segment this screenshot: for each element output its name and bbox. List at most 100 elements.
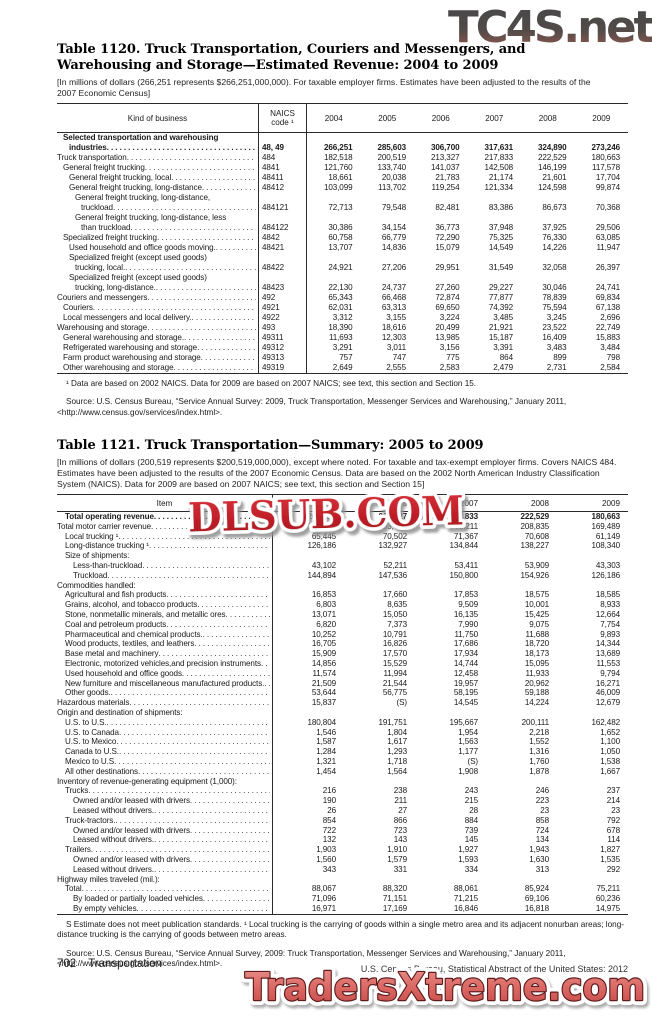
value-cell [361,213,415,223]
value-cell: 146,199 [537,163,567,172]
dot-leader [82,884,270,894]
value-cell: 21,174 [488,173,513,182]
dot-leader [136,581,270,591]
row-label-text: Local messengers and local delivery. [63,313,192,322]
value-cell [575,273,629,283]
table-row: Base metal and machinery 15,909 17,570 1… [57,649,628,660]
value-cell: 19,957 [453,678,478,688]
value-cell: 65,445 [311,531,336,541]
row-label: Grains, alcohol, and tobacco products [57,600,273,611]
value-cell [344,875,415,885]
value-cell: 217,833 [484,153,513,162]
value-cell: 72,874 [435,293,460,302]
value-cell: 1,804 [387,727,407,737]
table-1120-section: Table 1120. Truck Transportation, Courie… [57,42,628,418]
value-cell: 132 [322,835,336,845]
row-label: Total motor carrier revenue [57,521,273,532]
value-cell: 16,818 [524,903,549,913]
value-cell [415,875,486,885]
value-cell [521,133,575,143]
value-cell: 14,224 [524,698,549,708]
value-cell: 1,546 [316,727,336,737]
table-row: All other destinations 1,454 1,564 1,908… [57,766,628,777]
value-cell [468,253,522,263]
row-label-text: Truck-tractors. [65,815,116,825]
row-label-text: Used household and office goods [65,668,182,678]
dot-leader [145,163,256,173]
naics-header-line1: NAICS [270,109,295,118]
value-cell: 7,754 [600,619,620,629]
row-label-text: All other destinations [65,766,138,776]
row-label-text: New furniture and miscellaneous manufact… [65,678,265,688]
value-cell: 292 [606,864,620,874]
value-cell: 18,575 [524,590,549,600]
value-cell [344,581,415,591]
table-1120-body: Selected transportation and warehousing … [57,133,628,373]
value-cell [414,193,468,203]
row-label: Local messengers and local delivery. [57,313,258,323]
value-cell: 60,758 [328,233,353,242]
value-cell: 69,834 [595,293,620,302]
value-cell [273,708,344,718]
value-cell: 237 [606,786,620,796]
table-row: U.S. to Canada 1,546 1,804 1,954 2,218 1… [57,727,628,738]
row-label-text: Leased without drivers. [73,805,154,815]
row-label-text: General freight trucking, long-distance,… [75,213,227,222]
dot-leader [129,551,270,561]
row-label: Truckload [57,570,273,581]
table-row: Leased without drivers. 343 331 334 313 … [57,864,628,875]
column-header-year: 2009 [601,498,620,508]
value-cell: 86,673 [542,203,567,212]
row-label-text: Origin and destination of shipments: [57,708,183,718]
value-cell: 182,518 [323,153,353,162]
table-row: Origin and destination of shipments: [57,708,628,718]
table-row: Hazardous materials 15,837 (S) 14,545 14… [57,698,628,709]
value-cell: 12,664 [595,610,620,620]
value-cell: 132,927 [378,541,407,551]
value-cell: 190 [322,796,336,806]
table-row: industries 48, 49 266,251 285,603 306,70… [57,143,628,153]
value-cell: 1,954 [458,727,478,737]
value-cell: 206,211 [450,521,478,531]
dot-leader [142,561,270,571]
dot-leader [119,728,270,738]
row-label-text: Specialized freight (except used goods) [69,253,207,262]
value-cell: 191,751 [378,717,407,727]
value-cell: 27,260 [435,283,460,292]
row-label-text: Trailers [65,845,91,855]
value-cell: 121,760 [323,163,353,172]
value-cell: 66,779 [381,233,406,242]
table-row: Couriers and messengers 492 65,343 66,46… [57,293,628,303]
value-cell: 11,688 [525,629,549,639]
value-cell: 16,409 [542,333,567,342]
value-cell: 331 [393,864,407,874]
naics-code-cell [258,253,307,263]
table-row: Total motor carrier revenue 191,631 203,… [57,521,628,532]
value-cell: 75,594 [542,303,567,312]
value-cell: 2,479 [493,363,513,372]
value-cell: 1,535 [600,854,620,864]
value-cell: 16,846 [453,903,478,913]
table-row: Less-than-truckload 43,102 52,211 53,411… [57,561,628,571]
value-cell: 7,373 [387,619,407,629]
row-label-text: trucking, local. [75,263,126,272]
value-cell: 22,130 [328,283,353,292]
value-cell: (S) [467,757,479,766]
value-cell: 285,603 [377,143,406,152]
value-cell: 214 [606,796,620,806]
value-cell: 63,313 [381,303,406,312]
value-cell [557,551,628,561]
naics-code-cell: 492 [258,293,307,303]
dot-leader [115,816,270,826]
column-header-year: 2009 [592,113,611,123]
row-label: Total [57,884,273,895]
dot-leader [194,639,270,649]
value-cell: 1,560 [316,854,336,864]
row-label-text: Agricultural and fish products [65,590,167,600]
value-cell: 16,853 [311,590,336,600]
row-label-text: Used household and office goods moving. [69,243,216,252]
value-cell: 16,135 [453,610,478,620]
row-label-text: Hazardous materials [57,698,130,708]
table-1121-header: Item 2005 2006 2007 2008 2009 [57,495,628,513]
value-cell: 29,227 [488,283,513,292]
